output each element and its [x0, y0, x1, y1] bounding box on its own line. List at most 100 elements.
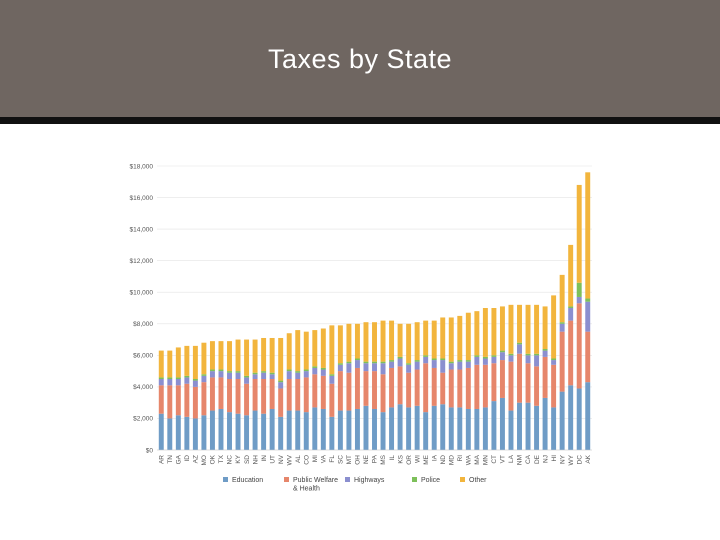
bar-ca-education: [525, 402, 531, 450]
bar-nh-police: [252, 372, 258, 375]
bar-wa-other: [465, 312, 471, 361]
x-tick-label: OH: [355, 455, 362, 465]
bar-il-public-welfare-health: [389, 367, 395, 408]
bar-mt-highways: [346, 363, 352, 373]
x-tick-label: NJ: [542, 455, 549, 463]
x-tick-label: VA: [321, 454, 328, 463]
bar-tx-public-welfare-health: [218, 377, 224, 409]
bar-wv-public-welfare-health: [286, 379, 292, 411]
bar-sc-public-welfare-health: [337, 371, 343, 411]
bar-ks-education: [397, 404, 403, 450]
bar-mo-other: [201, 342, 207, 375]
legend-label: Education: [232, 477, 263, 484]
bar-tx-education: [218, 408, 224, 450]
y-tick-label: $16,000: [130, 195, 154, 202]
x-axis: AR TN GA ID AZ MO OK TX NC KY SD NH IN UT NV WV AL CO MI VA…: [157, 449, 592, 465]
bar-ga-highways: [175, 379, 181, 386]
bar-wi-police: [414, 360, 420, 362]
bar-ne-police: [363, 361, 369, 364]
bar-ks-public-welfare-health: [397, 366, 403, 405]
bar-la-police: [508, 353, 514, 356]
x-tick-label: ND: [440, 455, 447, 465]
bar-mt-education: [346, 410, 352, 450]
bar-ct-police: [491, 355, 497, 357]
bar-wi-other: [414, 322, 420, 361]
bar-al-highways: [295, 372, 301, 379]
x-tick-label: OK: [210, 454, 217, 464]
bar-ct-education: [491, 401, 497, 450]
x-tick-label: NC: [227, 455, 234, 465]
legend-label: Other: [469, 477, 487, 484]
bar-ok-highways: [209, 371, 215, 378]
bar-wy-education: [568, 385, 574, 450]
bar-dc-education: [576, 388, 582, 450]
bar-ma-education: [474, 408, 480, 450]
bar-ne-education: [363, 405, 369, 450]
bar-nv-other: [278, 337, 284, 381]
bar-de-highways: [534, 355, 540, 367]
bar-nd-other: [440, 317, 446, 359]
bar-ks-highways: [397, 358, 403, 367]
bar-va-highways: [320, 369, 326, 376]
bar-ia-police: [431, 358, 437, 361]
bar-ne-highways: [363, 363, 369, 372]
x-tick-label: WY: [568, 454, 575, 465]
legend-swatch: [284, 477, 289, 482]
bar-or-police: [406, 363, 412, 365]
y-axis: $0 $2,000 $4,000 $6,000 $8,000 $10,000 $12,000…: [130, 163, 154, 454]
x-tick-label: NH: [252, 455, 259, 465]
bar-wa-public-welfare-health: [465, 367, 471, 409]
bar-sc-education: [337, 410, 343, 450]
bar-or-public-welfare-health: [406, 372, 412, 408]
bar-ct-highways: [491, 356, 497, 364]
bar-oh-other: [354, 323, 360, 359]
bar-ks-police: [397, 356, 403, 359]
x-tick-label: ME: [423, 454, 430, 464]
bar-ga-police: [175, 377, 181, 379]
bar-md-other: [448, 317, 454, 362]
bar-fl-highways: [329, 375, 335, 384]
bar-sc-highways: [337, 364, 343, 372]
x-tick-label: AZ: [193, 455, 200, 463]
bar-pa-highways: [372, 363, 377, 372]
bar-wi-highways: [414, 361, 420, 370]
bar-ak-highways: [585, 301, 591, 332]
bar-ar-highways: [158, 379, 164, 386]
x-tick-label: RI: [457, 455, 464, 462]
bar-mn-other: [482, 308, 488, 357]
bar-ri-highways: [457, 361, 463, 370]
bar-wv-other: [286, 333, 292, 370]
y-tick-label: $4,000: [133, 384, 153, 391]
bar-wa-highways: [465, 361, 471, 368]
bar-az-police: [192, 379, 198, 381]
bar-la-other: [508, 304, 514, 354]
bar-nd-public-welfare-health: [440, 372, 446, 405]
legend-label: Public Welfare & Health: [293, 477, 338, 493]
legend-swatch: [345, 477, 350, 482]
bar-sd-other: [244, 339, 250, 376]
bar-ms-public-welfare-health: [380, 374, 386, 413]
y-tick-label: $18,000: [130, 163, 154, 170]
bar-co-public-welfare-health: [303, 377, 309, 413]
bar-me-other: [423, 320, 429, 356]
bar-pa-education: [372, 408, 377, 450]
bar-nd-education: [440, 404, 446, 450]
bar-nh-highways: [252, 374, 258, 379]
bar-il-other: [389, 320, 395, 361]
bar-mi-police: [312, 366, 318, 368]
bar-me-police: [423, 355, 429, 357]
bar-me-public-welfare-health: [423, 363, 429, 413]
bar-id-highways: [184, 377, 190, 384]
bar-ne-other: [363, 322, 369, 362]
bar-fl-public-welfare-health: [329, 383, 335, 417]
bar-md-public-welfare-health: [448, 369, 454, 408]
bar-wy-highways: [568, 308, 574, 321]
bar-vt-education: [499, 397, 505, 450]
x-tick-label: TN: [167, 455, 174, 464]
bar-ga-education: [175, 415, 181, 450]
bar-nm-public-welfare-health: [517, 353, 522, 403]
bar-tx-highways: [218, 371, 224, 378]
bar-in-police: [261, 371, 267, 373]
y-tick-label: $6,000: [133, 353, 153, 360]
bar-tn-police: [167, 377, 173, 379]
